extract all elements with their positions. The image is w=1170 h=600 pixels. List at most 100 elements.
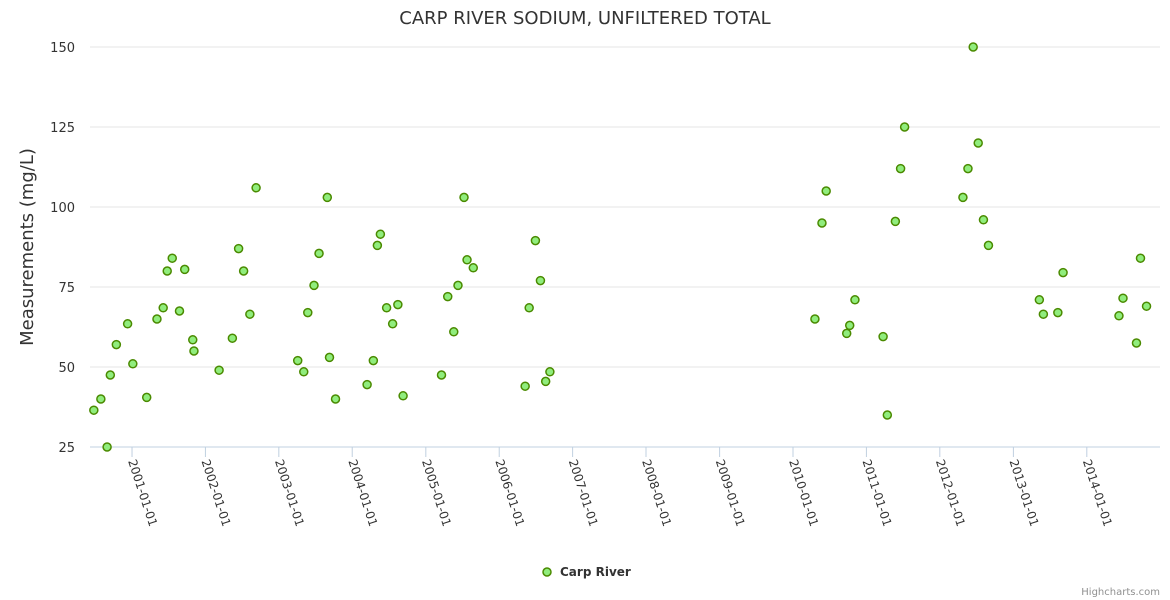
- data-point[interactable]: [817, 218, 827, 228]
- data-point[interactable]: [436, 370, 447, 380]
- grid-lines: [90, 46, 1160, 368]
- legend-item-carp-river[interactable]: Carp River: [560, 565, 631, 579]
- data-point[interactable]: [1135, 253, 1146, 263]
- data-point[interactable]: [174, 306, 185, 316]
- data-point[interactable]: [128, 359, 138, 369]
- data-point[interactable]: [111, 339, 122, 350]
- data-point[interactable]: [105, 370, 116, 380]
- data-point[interactable]: [958, 192, 968, 203]
- data-point[interactable]: [545, 367, 555, 377]
- data-point[interactable]: [375, 229, 386, 239]
- data-point[interactable]: [158, 303, 168, 313]
- x-tick-label: 2013-01-01: [1007, 458, 1042, 529]
- y-tick-label: 50: [58, 361, 75, 376]
- data-point[interactable]: [368, 355, 379, 366]
- data-point[interactable]: [810, 314, 820, 324]
- data-point[interactable]: [878, 331, 888, 342]
- data-point[interactable]: [1141, 301, 1152, 311]
- data-point[interactable]: [245, 309, 255, 319]
- x-tick-label: 2007-01-01: [566, 458, 601, 529]
- data-point[interactable]: [179, 264, 190, 275]
- data-point[interactable]: [102, 442, 112, 452]
- data-point[interactable]: [1058, 267, 1068, 278]
- x-tick-label: 2006-01-01: [492, 458, 527, 529]
- data-point[interactable]: [89, 405, 99, 415]
- y-axis-ticks: 25 50 75 100 125 150: [50, 41, 75, 456]
- x-tick-label: 2003-01-01: [272, 458, 307, 529]
- y-tick-label: 100: [50, 201, 75, 216]
- data-point[interactable]: [299, 367, 309, 377]
- data-point[interactable]: [449, 327, 459, 337]
- data-point[interactable]: [895, 163, 906, 174]
- data-point[interactable]: [530, 235, 541, 246]
- data-point[interactable]: [1038, 309, 1049, 319]
- data-point[interactable]: [167, 253, 177, 263]
- data-point[interactable]: [1118, 293, 1128, 303]
- data-point[interactable]: [188, 335, 198, 345]
- y-tick-label: 25: [58, 441, 75, 456]
- data-point[interactable]: [96, 394, 106, 404]
- data-point[interactable]: [899, 122, 910, 132]
- data-point[interactable]: [850, 295, 860, 305]
- data-point[interactable]: [1034, 295, 1045, 305]
- data-point[interactable]: [520, 381, 530, 391]
- data-point[interactable]: [303, 307, 313, 318]
- data-point[interactable]: [393, 299, 403, 310]
- data-point[interactable]: [292, 355, 303, 366]
- data-point[interactable]: [152, 314, 162, 324]
- x-tick-label: 2002-01-01: [199, 458, 234, 529]
- data-point[interactable]: [309, 280, 319, 291]
- data-point[interactable]: [1114, 311, 1124, 321]
- data-point[interactable]: [141, 392, 152, 403]
- data-point[interactable]: [821, 186, 831, 196]
- data-point[interactable]: [322, 192, 333, 203]
- x-tick-label: 2011-01-01: [860, 458, 895, 529]
- data-point[interactable]: [882, 410, 893, 420]
- x-tick-label: 2005-01-01: [419, 458, 454, 529]
- x-tick-label: 2004-01-01: [345, 458, 380, 529]
- x-tick-label: 2010-01-01: [786, 458, 821, 529]
- data-point[interactable]: [978, 215, 989, 225]
- data-point[interactable]: [540, 376, 551, 387]
- series-carp-river[interactable]: [89, 42, 1152, 452]
- data-point[interactable]: [442, 291, 453, 302]
- data-point[interactable]: [162, 266, 172, 276]
- data-point[interactable]: [189, 346, 199, 356]
- data-point[interactable]: [324, 352, 335, 363]
- data-point[interactable]: [841, 328, 852, 339]
- data-point[interactable]: [122, 319, 133, 329]
- data-point[interactable]: [844, 320, 855, 331]
- data-point[interactable]: [398, 391, 408, 401]
- y-tick-label: 150: [50, 41, 75, 56]
- data-point[interactable]: [973, 138, 983, 148]
- data-point[interactable]: [330, 394, 341, 404]
- data-point[interactable]: [238, 266, 249, 276]
- data-point[interactable]: [387, 319, 398, 329]
- data-point[interactable]: [968, 42, 978, 52]
- data-point[interactable]: [462, 255, 472, 265]
- data-point[interactable]: [372, 240, 383, 251]
- data-point[interactable]: [453, 280, 463, 291]
- legend-marker-icon[interactable]: [542, 567, 552, 577]
- data-point[interactable]: [535, 275, 546, 286]
- data-point[interactable]: [1053, 307, 1063, 318]
- y-tick-label: 125: [50, 121, 75, 136]
- data-point[interactable]: [890, 216, 901, 227]
- data-point[interactable]: [524, 303, 534, 313]
- credits-link[interactable]: Highcharts.com: [1081, 587, 1160, 598]
- x-axis-ticks: 2001-01-01 2002-01-01 2003-01-01 2004-01-01…: [125, 447, 1115, 528]
- data-point[interactable]: [468, 263, 479, 273]
- data-point[interactable]: [963, 163, 973, 174]
- data-point[interactable]: [1131, 338, 1142, 348]
- data-point[interactable]: [233, 243, 244, 254]
- legend[interactable]: Carp River: [542, 565, 631, 579]
- data-point[interactable]: [214, 365, 224, 375]
- data-point[interactable]: [381, 303, 392, 313]
- data-point[interactable]: [459, 192, 469, 203]
- data-point[interactable]: [983, 240, 994, 251]
- data-point[interactable]: [362, 379, 372, 390]
- data-point[interactable]: [314, 248, 324, 259]
- data-point[interactable]: [251, 183, 261, 193]
- data-point[interactable]: [227, 333, 238, 343]
